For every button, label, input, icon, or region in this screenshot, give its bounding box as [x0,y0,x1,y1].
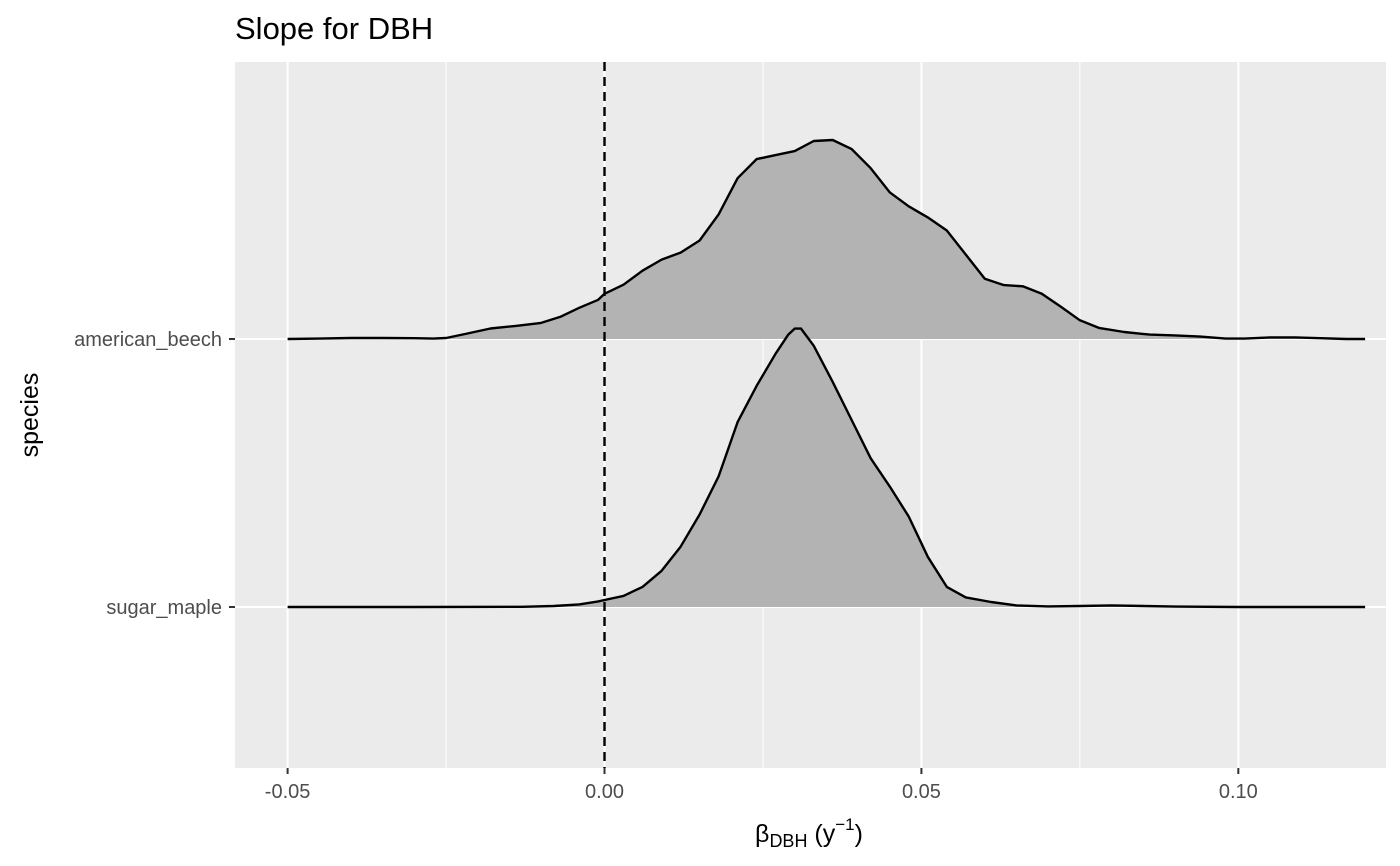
x-axis-ticks: -0.05 0.00 0.05 0.10 [265,768,1258,803]
x-tick-label: -0.05 [265,781,311,803]
y-axis-ticks: sugar_maple american_beech [74,329,235,619]
density-line-sugar_maple [287,327,1366,609]
density-area-american_beech [287,140,1366,339]
chart-title: Slope for DBH [235,11,433,46]
x-tick-label: 0.10 [1219,781,1258,803]
density-area-sugar_maple [287,328,1366,607]
x-axis-title-close: ) [855,820,863,848]
x-tick-label: 0.05 [902,781,941,803]
x-axis-title-subscript: DBH [769,831,807,851]
density-ridges [287,138,1366,609]
x-tick-label: 0.00 [585,781,624,803]
y-axis-title: species [16,373,44,458]
x-axis-title-superscript: −1 [835,815,854,834]
y-tick-label: sugar_maple [106,597,222,619]
x-axis-title-symbol: β [755,820,769,848]
density-line-american_beech [287,138,1366,341]
x-axis-title: βDBH (y−1) [755,815,863,851]
y-tick-label: american_beech [74,329,222,351]
x-axis-title-unit: (y [807,820,835,848]
